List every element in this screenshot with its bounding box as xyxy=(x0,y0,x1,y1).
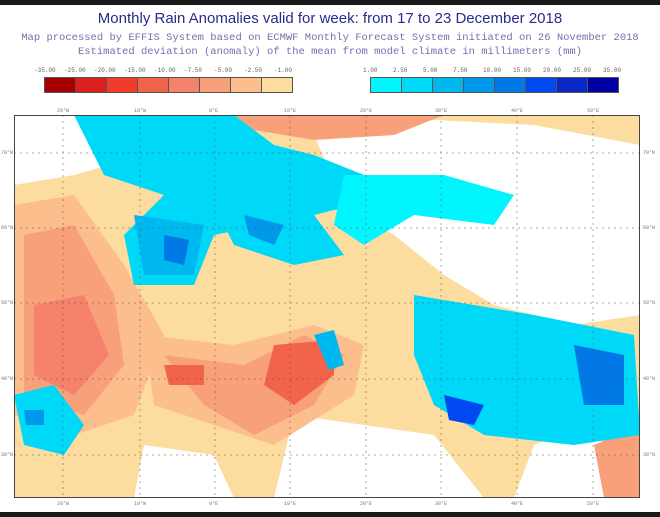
latitude-label: 60°N xyxy=(1,225,14,231)
positive-legend-label: 2.50 xyxy=(393,67,408,74)
window-top-bar xyxy=(0,0,660,5)
longitude-label: 40°E xyxy=(511,108,524,114)
positive-legend-label: 7.50 xyxy=(453,67,468,74)
latitude-label: 50°N xyxy=(1,300,14,306)
longitude-label: 20°E xyxy=(360,501,373,507)
negative-legend-label: -25.00 xyxy=(64,67,86,74)
map-border xyxy=(14,115,640,498)
positive-legend-label: 1.00 xyxy=(363,67,378,74)
longitude-label: 50°E xyxy=(587,108,600,114)
positive-legend xyxy=(370,77,619,93)
negative-legend-label: -7.50 xyxy=(184,67,203,74)
negative-legend-swatch xyxy=(230,77,262,93)
positive-legend-label: 25.00 xyxy=(573,67,592,74)
negative-legend-label: -20.00 xyxy=(94,67,116,74)
positive-legend-label: 35.00 xyxy=(603,67,622,74)
negative-legend-swatch xyxy=(44,77,76,93)
positive-legend-swatch xyxy=(463,77,495,93)
latitude-label: 30°N xyxy=(643,452,656,458)
negative-legend-label: -1.00 xyxy=(274,67,293,74)
negative-legend-swatch xyxy=(199,77,231,93)
positive-legend-swatch xyxy=(401,77,433,93)
negative-legend-label: -2.50 xyxy=(244,67,263,74)
latitude-label: 50°N xyxy=(643,300,656,306)
longitude-label: 10°W xyxy=(134,108,147,114)
positive-legend-ticks: 1.00 2.50 5.00 7.50 10.00 15.00 20.00 25.00 35.0… xyxy=(363,67,633,74)
latitude-label: 40°N xyxy=(643,376,656,382)
latitude-label: 70°N xyxy=(643,150,656,156)
positive-legend-label: 10.00 xyxy=(483,67,502,74)
map-description: Estimated deviation (anomaly) of the mea… xyxy=(77,46,583,58)
negative-legend-swatch xyxy=(261,77,293,93)
window-bottom-bar xyxy=(0,512,660,517)
negative-legend-swatch xyxy=(75,77,107,93)
longitude-label: 20°E xyxy=(360,108,373,114)
longitude-label: 10°E xyxy=(284,108,297,114)
latitude-label: 70°N xyxy=(1,150,14,156)
positive-legend-swatch xyxy=(370,77,402,93)
latitude-label: 40°N xyxy=(1,376,14,382)
longitude-label: 50°E xyxy=(587,501,600,507)
positive-legend-swatch xyxy=(525,77,557,93)
negative-legend-ticks: -35.00 -25.00 -20.00 -15.00 -10.00 -7.50 -5.00… xyxy=(34,67,304,74)
negative-legend-swatch xyxy=(168,77,200,93)
positive-legend-swatch xyxy=(494,77,526,93)
latitude-label: 30°N xyxy=(1,452,14,458)
longitude-label: 30°E xyxy=(435,108,448,114)
longitude-label: 30°E xyxy=(435,501,448,507)
longitude-label: 10°E xyxy=(284,501,297,507)
anomaly-map xyxy=(14,115,640,498)
positive-anomaly-areas xyxy=(14,115,640,455)
negative-legend-label: -15.00 xyxy=(124,67,146,74)
longitude-label: 0°E xyxy=(209,108,219,114)
positive-legend-swatch xyxy=(556,77,588,93)
longitude-label: 40°E xyxy=(511,501,524,507)
positive-legend-swatch xyxy=(587,77,619,93)
positive-legend-label: 20.00 xyxy=(543,67,562,74)
negative-legend-label: -35.00 xyxy=(34,67,56,74)
longitude-label: 10°W xyxy=(134,501,147,507)
negative-anomaly-areas xyxy=(14,115,640,498)
longitude-label: 20°W xyxy=(57,501,70,507)
latitude-label: 60°N xyxy=(643,225,656,231)
map-title: Monthly Rain Anomalies valid for week: f… xyxy=(97,10,563,27)
positive-legend-label: 5.00 xyxy=(423,67,438,74)
graticule xyxy=(14,115,640,498)
positive-legend-label: 15.00 xyxy=(513,67,532,74)
negative-legend-swatch xyxy=(137,77,169,93)
negative-legend xyxy=(44,77,293,93)
longitude-label: 20°W xyxy=(57,108,70,114)
positive-legend-swatch xyxy=(432,77,464,93)
map-subtitle: Map processed by EFFIS System based on E… xyxy=(21,32,639,44)
negative-legend-label: -5.00 xyxy=(214,67,233,74)
longitude-label: 0°E xyxy=(209,501,219,507)
negative-legend-label: -10.00 xyxy=(154,67,176,74)
negative-legend-swatch xyxy=(106,77,138,93)
